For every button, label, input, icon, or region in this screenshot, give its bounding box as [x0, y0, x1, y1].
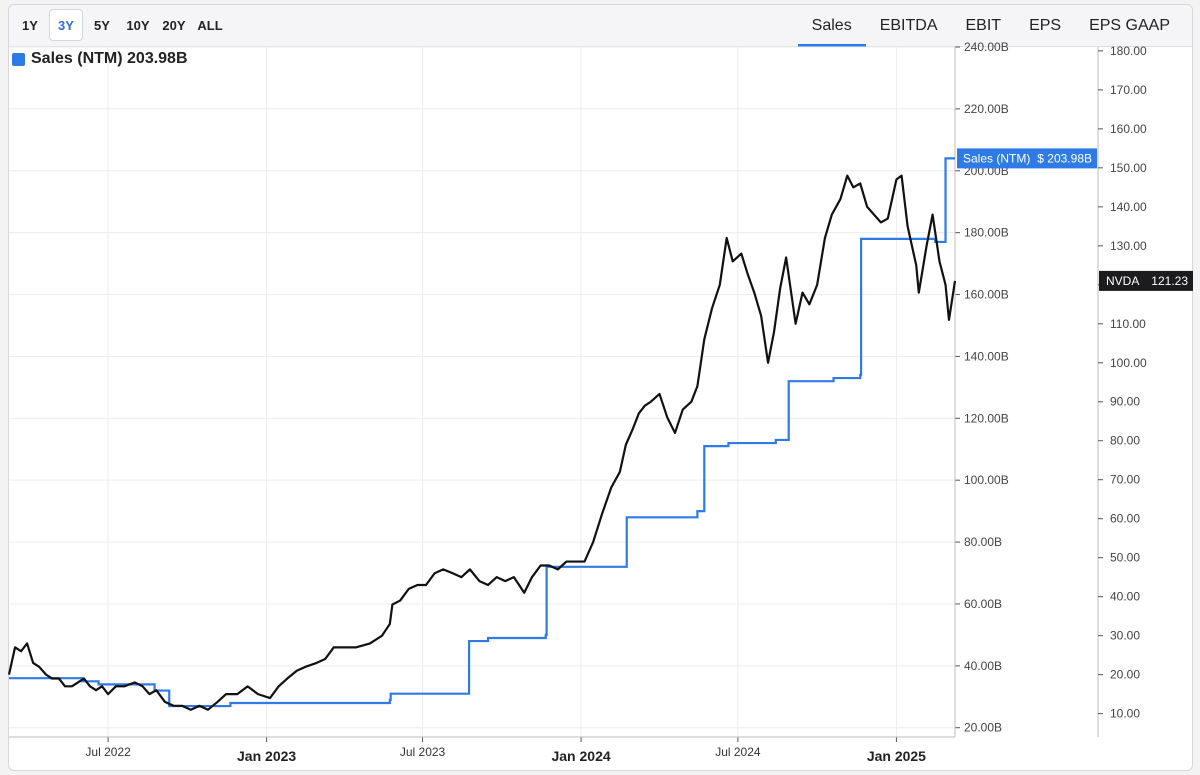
right-axis-label: 180.00	[1110, 44, 1147, 58]
left-axis-label: 160.00B	[964, 288, 1009, 302]
range-tab-3y[interactable]: 3Y	[49, 9, 83, 41]
x-axis-label: Jul 2023	[400, 745, 446, 759]
nvda-tag-value: 121.23	[1151, 274, 1188, 288]
sales-value-tag	[957, 148, 1097, 169]
nvda-tag-name: NVDA	[1106, 274, 1139, 288]
right-axis-label: 90.00	[1110, 395, 1140, 409]
right-axis-label: 10.00	[1110, 707, 1140, 721]
sales-ntm-line	[9, 157, 955, 708]
nvda-price-tag	[1099, 270, 1193, 291]
chart-legend[interactable]: Sales (NTM) 203.98B	[12, 50, 188, 68]
legend-label: Sales (NTM) 203.98B	[31, 50, 188, 67]
x-axis-label: Jan 2023	[237, 748, 296, 764]
range-tab-10y[interactable]: 10Y	[126, 17, 150, 33]
right-axis-label: 30.00	[1110, 629, 1140, 643]
range-tabs: 1Y 3Y 5Y 10Y 20Y ALL	[13, 9, 227, 41]
right-axis-label: 60.00	[1110, 512, 1140, 526]
left-axis-label: 100.00B	[964, 473, 1009, 487]
left-axis-label: 180.00B	[964, 226, 1009, 240]
x-axis-label: Jan 2025	[867, 748, 926, 764]
left-axis-label: 40.00B	[964, 659, 1002, 673]
left-axis-label: 20.00B	[964, 721, 1002, 735]
range-tab-5y[interactable]: 5Y	[94, 17, 110, 33]
right-axis-label: 40.00	[1110, 590, 1140, 604]
metric-tab-eps-gaap[interactable]: EPS GAAP	[1089, 17, 1170, 34]
right-axis-label: 150.00	[1110, 161, 1147, 175]
right-axis-label: 80.00	[1110, 434, 1140, 448]
legend-swatch-sales	[12, 52, 25, 66]
x-axis-label: Jul 2022	[85, 745, 131, 759]
right-axis-label: 70.00	[1110, 473, 1140, 487]
range-tab-20y[interactable]: 20Y	[162, 17, 186, 33]
chart-widget: 1Y 3Y 5Y 10Y 20Y ALL Sales EBITDA EBIT E…	[8, 4, 1193, 771]
metric-tabs: Sales EBITDA EBIT EPS EPS GAAP	[797, 5, 1184, 47]
right-axis-label: 170.00	[1110, 83, 1147, 97]
right-axis-label: 160.00	[1110, 122, 1147, 136]
right-axis-label: 140.00	[1110, 200, 1147, 214]
right-axis-label: 110.00	[1110, 317, 1146, 331]
toolbar: 1Y 3Y 5Y 10Y 20Y ALL Sales EBITDA EBIT E…	[9, 5, 1192, 47]
nvda-price-line	[7, 174, 957, 711]
left-axis-label: 140.00B	[964, 349, 1009, 363]
sales-tag-name: Sales (NTM)	[963, 151, 1030, 165]
left-axis-label: 240.00B	[964, 40, 1009, 54]
x-axis-label: Jul 2024	[715, 745, 761, 759]
right-axis-label: 130.00	[1110, 239, 1147, 253]
right-axis-label: 20.00	[1110, 668, 1140, 682]
range-tab-all[interactable]: ALL	[197, 17, 223, 33]
metric-tab-ebit[interactable]: EBIT	[965, 17, 1002, 34]
right-axis-label: 100.00	[1110, 356, 1147, 370]
metric-tab-eps[interactable]: EPS	[1029, 17, 1062, 34]
left-axis-label: 60.00B	[964, 597, 1002, 611]
left-axis-label: 120.00B	[964, 411, 1009, 425]
right-axis-label: 50.00	[1110, 551, 1140, 565]
x-axis-label: Jan 2024	[551, 748, 610, 764]
left-axis-label: 80.00B	[964, 535, 1002, 549]
range-tab-1y[interactable]: 1Y	[22, 17, 38, 33]
left-axis-label: 220.00B	[964, 102, 1009, 116]
metric-tab-sales[interactable]: Sales	[797, 5, 866, 47]
sales-tag-value: $ 203.98B	[1037, 151, 1092, 165]
metric-tab-ebitda[interactable]: EBITDA	[879, 17, 938, 34]
